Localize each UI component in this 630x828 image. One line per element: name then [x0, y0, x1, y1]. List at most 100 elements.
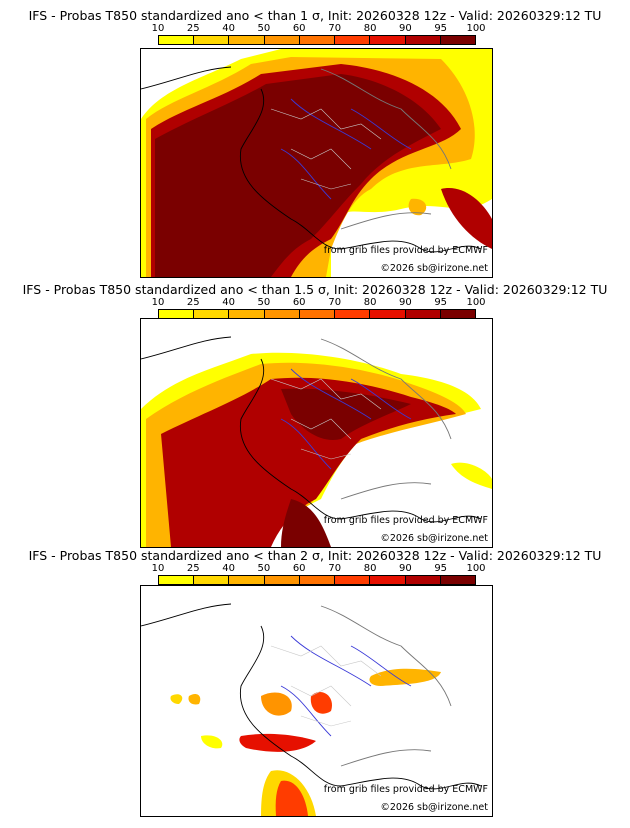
prob-blob: [188, 693, 201, 705]
legend-swatch: [335, 310, 371, 318]
legend-tick: 70: [328, 297, 342, 308]
legend-swatch: [159, 576, 195, 584]
prob-blob: [261, 692, 292, 716]
coastline: [141, 336, 482, 523]
copyright-notice: ©2026 sb@irizone.net: [380, 533, 488, 544]
rivers: [280, 368, 412, 470]
legend-swatch: [440, 310, 475, 318]
legend-tick: 50: [257, 23, 271, 34]
rivers: [280, 635, 412, 737]
legend-swatch: [264, 310, 300, 318]
legend-swatch: [159, 310, 195, 318]
legend-tick: 90: [399, 563, 412, 574]
probability-map-1-sigma: from grib files provided by ECMWF ©2026 …: [140, 48, 493, 278]
geography-lines: [141, 66, 482, 253]
coastline: [141, 66, 482, 253]
geography-lines: [141, 603, 482, 790]
coastline: [141, 603, 482, 790]
legend-tick: 10: [151, 563, 165, 574]
map-canvas: [141, 603, 482, 816]
legend-tick: 80: [363, 563, 377, 574]
country-borders: [320, 605, 452, 767]
admin-borders: [270, 378, 382, 460]
geography-lines: [141, 336, 482, 523]
probability-map-1-5-sigma: from grib files provided by ECMWF ©2026 …: [140, 318, 493, 548]
legend-swatch: [299, 36, 336, 44]
legend-swatch: [264, 576, 300, 584]
legend-tick: 70: [328, 563, 342, 574]
legend-swatch: [370, 36, 406, 44]
legend-tick: 90: [399, 297, 412, 308]
legend-swatch: [229, 36, 265, 44]
legend-tick: 25: [186, 563, 200, 574]
legend-tick: 60: [292, 297, 306, 308]
legend-swatch: [370, 576, 406, 584]
legend-tick: 10: [151, 23, 165, 34]
legend-tick: 95: [434, 563, 448, 574]
legend-swatch: [229, 576, 265, 584]
legend-swatch: [405, 36, 441, 44]
legend-swatch: [440, 36, 475, 44]
legend-tick: 40: [222, 23, 235, 34]
map-title: IFS - Probas T850 standardized ano < tha…: [28, 8, 602, 23]
legend-tick: 90: [399, 23, 412, 34]
legend-tick: 10: [151, 297, 165, 308]
color-scale-legend: 10 25 40 50 60 70 80 90 95 100: [152, 297, 486, 319]
legend-colorbar: [158, 575, 476, 585]
country-borders: [320, 68, 452, 230]
legend-tick: 25: [186, 23, 200, 34]
legend-tick: 60: [292, 563, 306, 574]
prob-band-east-90: [441, 188, 492, 249]
probability-map-2-sigma: from grib files provided by ECMWF ©2026 …: [140, 585, 493, 817]
prob-band-east-40: [408, 198, 427, 216]
prob-band-east-10: [451, 462, 492, 489]
legend-tick: 100: [466, 23, 486, 34]
legend-swatch: [159, 36, 195, 44]
legend-swatch: [264, 36, 300, 44]
legend-swatch: [335, 576, 371, 584]
admin-borders: [270, 108, 382, 190]
prob-blob: [310, 691, 332, 714]
color-scale-legend: 10 25 40 50 60 70 80 90 95 100: [152, 563, 486, 585]
prob-blob: [369, 668, 441, 686]
legend-swatch: [229, 310, 265, 318]
data-source-credit: from grib files provided by ECMWF: [323, 245, 488, 256]
legend-tick: 60: [292, 23, 306, 34]
legend-tick: 100: [466, 297, 486, 308]
legend-tick: 95: [434, 297, 448, 308]
color-scale-legend: 10 25 40 50 60 70 80 90 95 100: [152, 23, 486, 45]
prob-blob: [170, 694, 183, 704]
legend-tick: 40: [222, 563, 235, 574]
legend-tick: 100: [466, 563, 486, 574]
admin-borders: [270, 645, 382, 727]
legend-swatch: [299, 310, 336, 318]
legend-tick: 70: [328, 23, 342, 34]
probability-field: [170, 668, 441, 816]
legend-swatch: [194, 310, 230, 318]
data-source-credit: from grib files provided by ECMWF: [323, 515, 488, 526]
prob-blob: [201, 735, 223, 749]
legend-swatch: [299, 576, 336, 584]
legend-swatch: [370, 310, 406, 318]
legend-tick: 80: [363, 23, 377, 34]
legend-swatch: [405, 310, 441, 318]
copyright-notice: ©2026 sb@irizone.net: [380, 263, 488, 274]
copyright-notice: ©2026 sb@irizone.net: [380, 802, 488, 813]
legend-tick: 80: [363, 297, 377, 308]
legend-tick: 25: [186, 297, 200, 308]
data-source-credit: from grib files provided by ECMWF: [323, 784, 488, 795]
legend-ticks: 10 25 40 50 60 70 80 90 95 100: [152, 297, 486, 308]
prob-blob: [239, 733, 316, 752]
legend-tick: 95: [434, 23, 448, 34]
prob-band-100: [155, 74, 441, 277]
legend-tick: 50: [257, 297, 271, 308]
map-canvas: [141, 49, 492, 277]
legend-ticks: 10 25 40 50 60 70 80 90 95 100: [152, 23, 486, 34]
legend-swatch: [405, 576, 441, 584]
prob-band-100: [281, 388, 411, 547]
legend-swatch: [194, 36, 230, 44]
map-canvas: [141, 336, 492, 547]
prob-band-90: [161, 377, 456, 547]
legend-tick: 50: [257, 563, 271, 574]
probability-field: [141, 49, 492, 277]
